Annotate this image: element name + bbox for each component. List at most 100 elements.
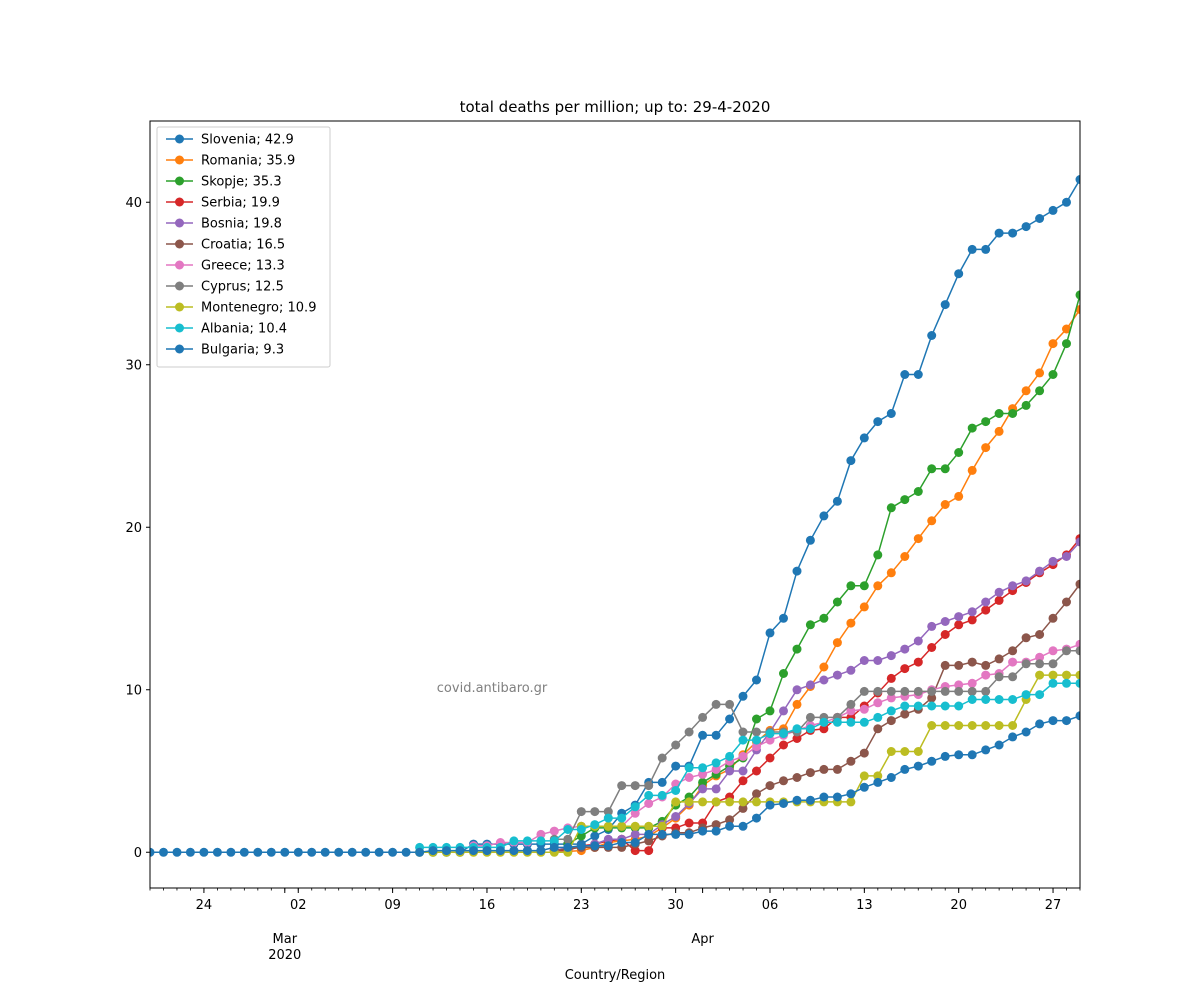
data-point	[644, 781, 654, 791]
y-tick-label: 10	[125, 683, 142, 698]
data-point	[765, 735, 775, 745]
data-point	[994, 740, 1004, 750]
data-point	[185, 847, 195, 857]
data-point	[590, 831, 600, 841]
data-point	[805, 724, 815, 734]
data-point	[940, 751, 950, 761]
data-point	[698, 797, 708, 807]
data-point	[617, 781, 627, 791]
data-point	[954, 660, 964, 670]
data-point	[293, 847, 303, 857]
data-point	[792, 685, 802, 695]
data-point	[1008, 646, 1018, 656]
data-point	[846, 699, 856, 709]
data-point	[819, 613, 829, 623]
data-point	[832, 597, 842, 607]
data-point	[1048, 370, 1058, 379]
legend-swatch-marker	[175, 134, 184, 144]
data-point	[967, 607, 977, 617]
data-point	[671, 829, 681, 839]
data-point	[765, 628, 775, 638]
data-point	[549, 836, 559, 846]
data-point	[1048, 659, 1058, 669]
legend-swatch-marker	[175, 218, 184, 228]
data-point	[657, 790, 667, 800]
data-point	[900, 709, 910, 719]
data-point	[765, 706, 775, 716]
data-point	[549, 842, 559, 852]
data-point	[644, 846, 654, 856]
data-point	[927, 701, 937, 711]
data-point	[738, 735, 748, 745]
data-point	[913, 701, 923, 711]
data-point	[792, 724, 802, 734]
data-point	[859, 704, 869, 714]
data-point	[644, 836, 654, 846]
legend-label: Slovenia; 42.9	[201, 133, 294, 148]
series-9	[415, 678, 1080, 852]
data-point	[900, 664, 910, 674]
data-point	[1075, 670, 1080, 680]
plot-frame	[149, 120, 1081, 889]
data-point	[630, 838, 640, 847]
data-point	[954, 686, 964, 696]
data-point	[981, 443, 991, 453]
legend-label: Bosnia; 19.8	[201, 217, 282, 232]
data-point	[967, 244, 977, 254]
data-point	[657, 753, 667, 763]
data-point	[590, 820, 600, 830]
data-point	[940, 500, 950, 509]
data-point	[711, 730, 721, 740]
legend-swatch-marker	[175, 302, 184, 312]
data-point	[1021, 690, 1031, 700]
data-point	[779, 613, 788, 623]
data-point	[536, 829, 546, 839]
data-point	[981, 745, 991, 755]
data-point	[401, 847, 411, 857]
x-tick-label: 27	[1045, 898, 1062, 913]
data-point	[900, 495, 910, 505]
legend-label: Greece; 13.3	[201, 259, 285, 274]
data-point	[846, 618, 856, 628]
data-point	[900, 552, 910, 561]
data-point	[927, 464, 937, 474]
data-point	[792, 795, 802, 805]
data-point	[617, 813, 627, 823]
data-point	[873, 698, 883, 708]
data-point	[1062, 197, 1071, 207]
data-point	[1035, 368, 1045, 378]
data-point	[603, 834, 613, 844]
data-point	[266, 847, 276, 857]
data-point	[873, 550, 883, 560]
data-point	[172, 847, 182, 857]
data-point	[738, 751, 748, 761]
data-point	[347, 847, 357, 857]
data-point	[886, 693, 896, 703]
data-point	[428, 846, 438, 856]
data-point	[603, 821, 613, 831]
data-point	[954, 721, 964, 730]
data-point	[900, 701, 910, 711]
data-point	[630, 829, 640, 839]
data-point	[725, 751, 735, 761]
data-point	[927, 621, 937, 631]
data-point	[711, 784, 721, 794]
data-point	[819, 792, 829, 802]
legend-label: Montenegro; 10.9	[201, 301, 316, 316]
legend-item: Montenegro; 10.9	[166, 301, 316, 316]
data-point	[509, 846, 519, 856]
legend-label: Serbia; 19.9	[201, 196, 280, 211]
watermark: covid.antibaro.gr	[437, 681, 548, 696]
data-point	[684, 829, 694, 839]
data-point	[738, 727, 748, 737]
data-point	[792, 699, 802, 709]
data-point	[873, 581, 883, 591]
data-point	[873, 417, 883, 427]
data-point	[846, 756, 856, 766]
data-point	[779, 706, 788, 716]
series-10	[415, 711, 1080, 857]
data-point	[1035, 386, 1045, 396]
legend-item: Romania; 35.9	[166, 154, 295, 169]
data-point	[967, 615, 977, 625]
data-point	[765, 800, 775, 810]
